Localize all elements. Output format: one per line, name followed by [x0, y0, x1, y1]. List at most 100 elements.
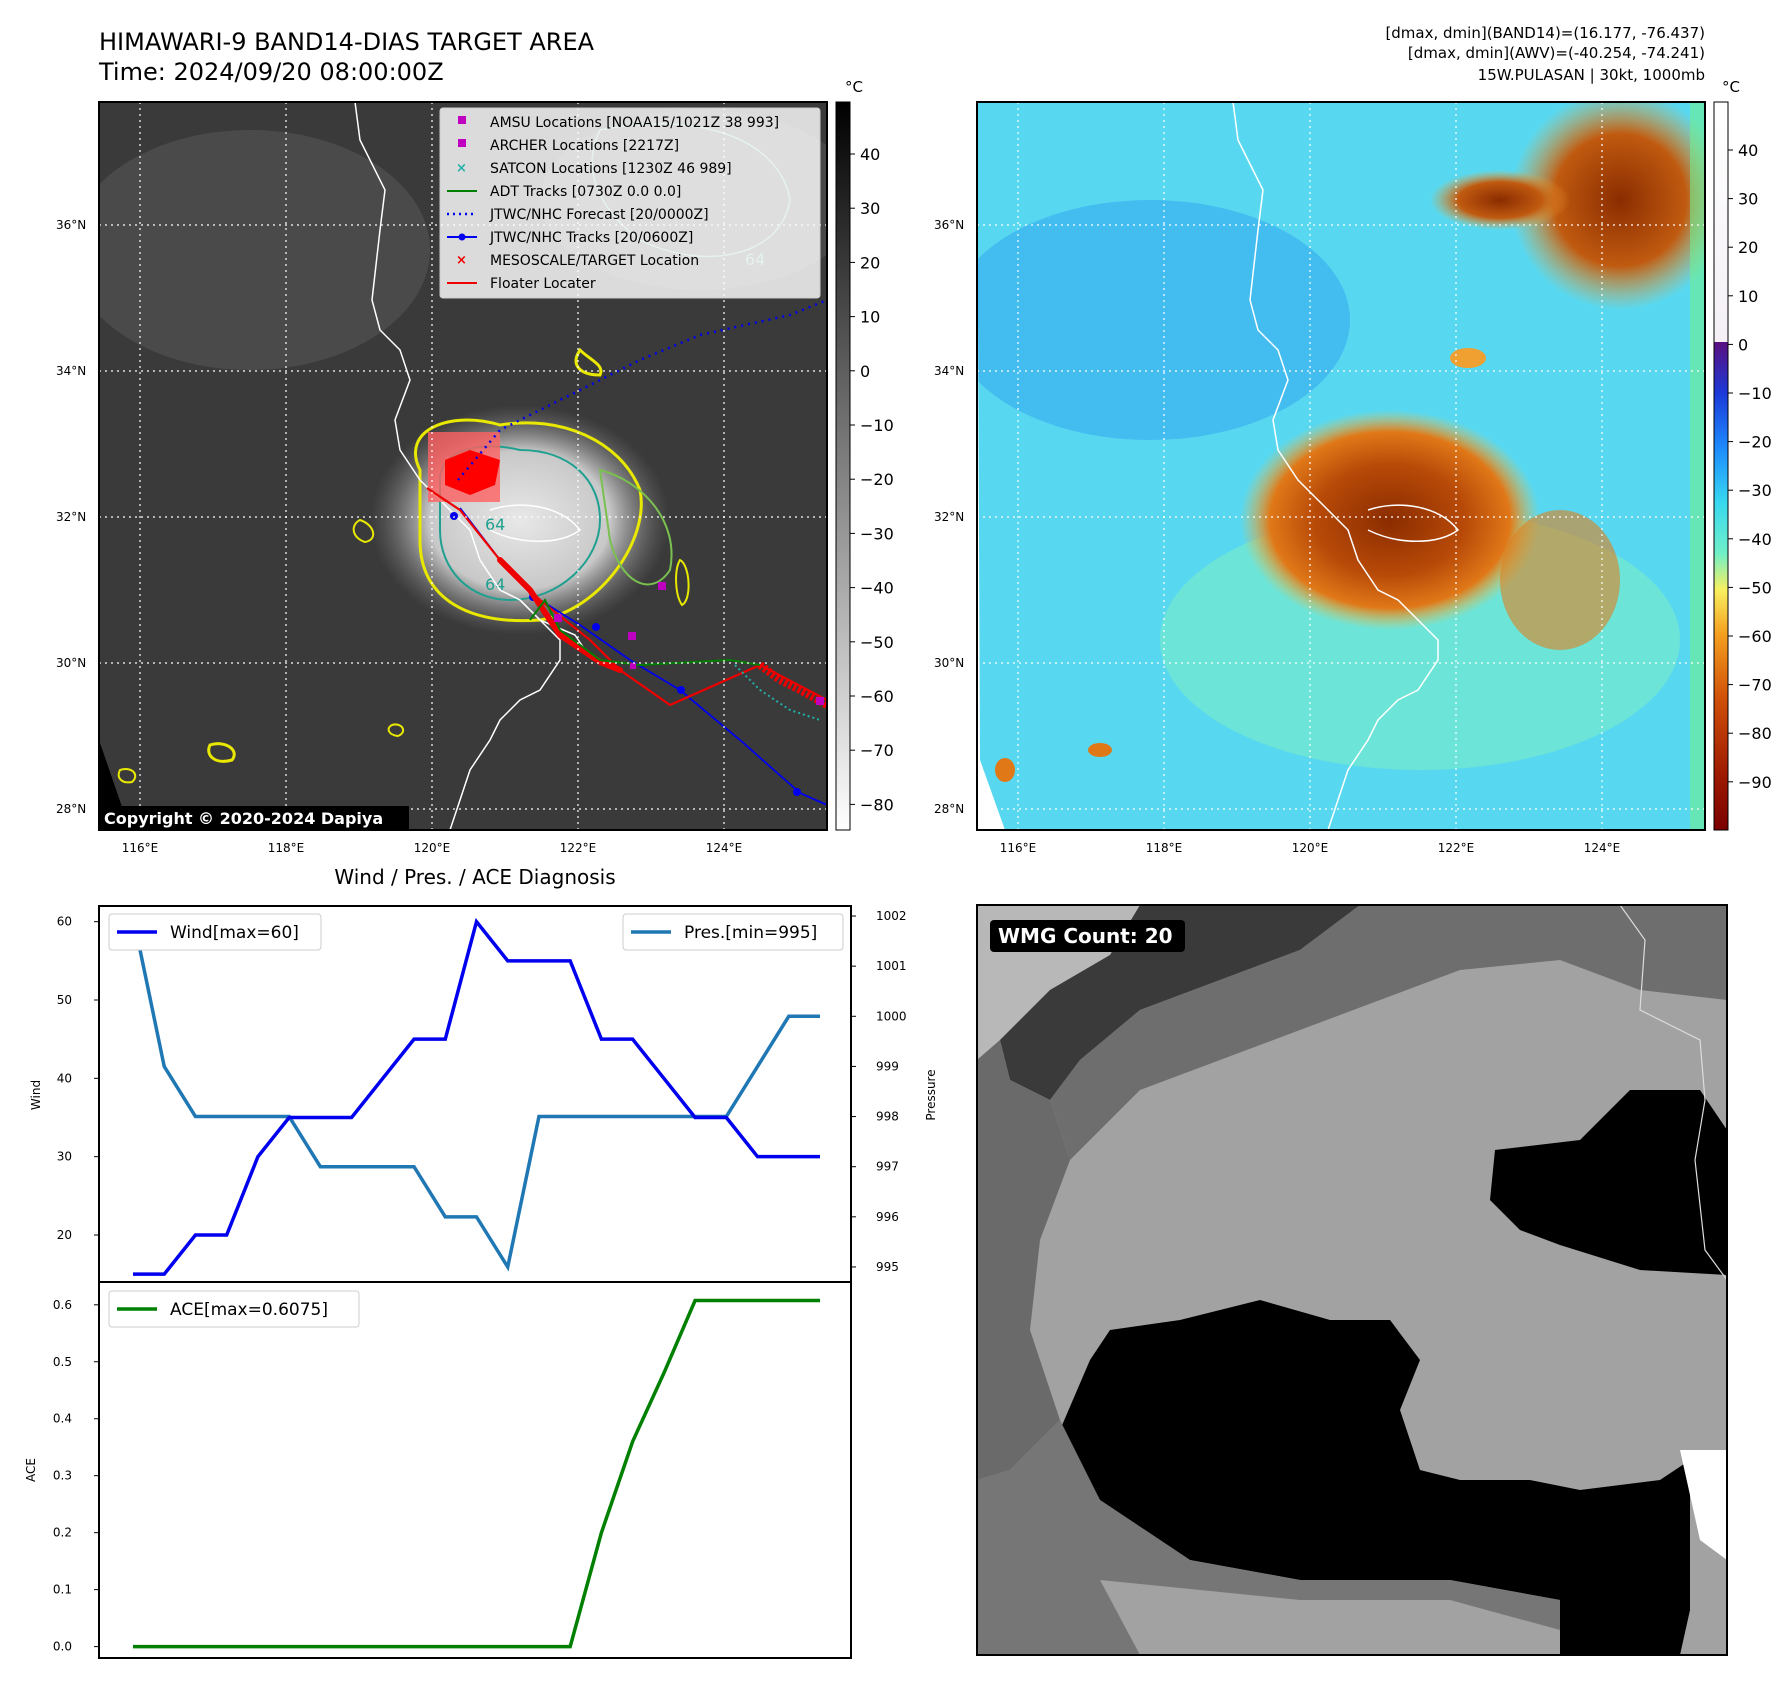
awv-east-edge — [1690, 102, 1705, 830]
pressure-tick-label: 1000 — [876, 1009, 907, 1023]
awv-colorbar-tick-label: 20 — [1738, 238, 1758, 257]
wmg-upper-band — [1050, 905, 1727, 1160]
awv-lon-label: 124°E — [1584, 841, 1621, 855]
jtwc-track-point — [793, 788, 801, 796]
band14-colorbar-tick-label: −70 — [860, 741, 894, 760]
wind-series-line — [133, 917, 820, 1276]
awv-lon-label: 122°E — [1438, 841, 1475, 855]
pressure-y-ticks: 995 996 997 998 999 1000 1001 1002 — [851, 909, 907, 1274]
wind-tick-label: 30 — [57, 1150, 72, 1164]
wmg-dark-band — [1000, 905, 1360, 1100]
awv-colorbar-tick-label: 40 — [1738, 141, 1758, 160]
wmg-panel: WMG Count: 20 — [976, 904, 1728, 1656]
copyright-box — [99, 806, 409, 830]
ir-lon-label: 120°E — [414, 841, 451, 855]
ir-contour-small-3 — [352, 518, 375, 544]
awv-storm-core — [1240, 410, 1540, 630]
diagnosis-title: Wind / Pres. / ACE Diagnosis — [334, 865, 615, 889]
diagnosis-panel: Wind / Pres. / ACE Diagnosis Wind Pressu… — [24, 865, 938, 1659]
amsu-marker — [554, 614, 562, 622]
wind-tick-label: 60 — [57, 915, 72, 929]
legend-label-target: MESOSCALE/TARGET Location — [490, 253, 699, 269]
ir-lat-label: 36°N — [56, 218, 86, 232]
pressure-legend: Pres.[min=995] — [622, 913, 844, 951]
ir-contour-small-6 — [675, 558, 690, 607]
awv-rainband — [1500, 510, 1620, 650]
legend-label-amsu: AMSU Locations [NOAA15/1021Z 38 993] — [490, 115, 779, 131]
ace-tick-label: 0.5 — [53, 1355, 72, 1369]
ir-lon-label: 118°E — [268, 841, 305, 855]
awv-map-frame — [976, 101, 1706, 831]
ace-y-ticks: 0.0 0.1 0.2 0.3 0.4 0.5 0.6 — [53, 1298, 99, 1654]
ir-lon-label: 124°E — [706, 841, 743, 855]
legend-box — [439, 107, 821, 299]
pressure-legend-label: Pres.[min=995] — [684, 923, 817, 943]
ir-contour-small-2 — [207, 742, 236, 763]
awv-colorbar-unit: °C — [1722, 78, 1740, 96]
ace-axes — [98, 1281, 852, 1659]
legend-label-forecast: JTWC/NHC Forecast [20/0000Z] — [489, 207, 709, 223]
awv-colorbar-tick-label: −20 — [1738, 433, 1772, 452]
band14-colorbar-tick-label: −50 — [860, 633, 894, 652]
map-legend: AMSU Locations [NOAA15/1021Z 38 993] ARC… — [439, 107, 821, 299]
pressure-tick-label: 998 — [876, 1110, 899, 1124]
awv-colorbar-bar — [1713, 101, 1729, 831]
awv-lat-label: 36°N — [934, 218, 964, 232]
ir-contour-yellow — [413, 418, 643, 623]
ir-contour-small-5 — [387, 723, 405, 738]
jtwc-track-point — [450, 512, 458, 520]
wmg-count-label: WMG Count: 20 — [998, 924, 1173, 948]
ace-tick-label: 0.3 — [53, 1469, 72, 1483]
wind-pres-axes — [98, 905, 852, 1283]
jtwc-legend-dot — [458, 233, 466, 241]
wmg-coastline — [1619, 905, 1727, 1281]
awv-lat-label: 28°N — [934, 802, 964, 816]
band14-colorbar-tick-label: −30 — [860, 524, 894, 543]
ir-lake-outline — [489, 504, 582, 542]
wind-legend-box — [108, 913, 322, 951]
satcon-legend-icon: × — [456, 161, 467, 176]
floater-locater-path — [426, 487, 827, 707]
awv-lat-label: 32°N — [934, 510, 964, 524]
ir-cloud-band — [99, 130, 430, 370]
band14-colorbar-tick-label: 30 — [860, 199, 880, 218]
ir-contour-small-4 — [117, 768, 137, 784]
jtwc-track-point — [677, 686, 685, 694]
pressure-axis-label: Pressure — [924, 1069, 938, 1120]
awv-dry-band — [977, 200, 1350, 440]
ir-lon-label: 122°E — [560, 841, 597, 855]
pressure-tick-label: 999 — [876, 1059, 899, 1073]
archer-marker — [630, 663, 636, 669]
band14-colorbar-tick-label: 0 — [860, 362, 870, 381]
awv-ne-tail — [1430, 170, 1570, 230]
ir-lat-label: 34°N — [56, 364, 86, 378]
wind-tick-label: 50 — [57, 993, 72, 1007]
ir-map-panel: 64 64 64 — [98, 101, 828, 831]
awv-lake-outline — [1367, 504, 1460, 542]
pressure-tick-label: 997 — [876, 1160, 899, 1174]
map-axis-labels: 36°N 34°N 32°N 30°N 28°N 116°E 118°E 120… — [56, 218, 1620, 855]
awv-ne-system — [1510, 102, 1705, 310]
ace-tick-label: 0.0 — [53, 1640, 72, 1654]
ace-series-line — [133, 1298, 820, 1649]
amsu-legend-icon — [458, 116, 466, 124]
stats-awv: [dmax, dmin](AWV)=(-40.254, -74.241) — [1408, 44, 1705, 62]
legend-label-floater: Floater Locater — [490, 276, 596, 292]
ir-map-frame — [98, 101, 828, 831]
awv-colorbar-tick-label: −70 — [1738, 676, 1772, 695]
target-legend-icon: × — [456, 253, 467, 268]
ace-legend-box — [108, 1290, 360, 1328]
ir-lat-label: 32°N — [56, 510, 86, 524]
awv-spot — [995, 758, 1015, 782]
band14-colorbar-tick-label: −40 — [860, 579, 894, 598]
wmg-count-box — [990, 920, 1185, 952]
band14-colorbar-ticks: 40 30 20 10 0 −10 −20 −30 −40 −50 −60 −70 −80 — [850, 145, 894, 814]
legend-label-satcon: SATCON Locations [1230Z 46 989] — [490, 161, 732, 177]
band14-colorbar-tick-label: 10 — [860, 308, 880, 327]
ace-legend: ACE[max=0.6075] — [108, 1290, 360, 1328]
ace-tick-label: 0.4 — [53, 1412, 72, 1426]
wmg-frame — [976, 904, 1728, 1656]
wmg-lower-gray — [1100, 1580, 1560, 1655]
awv-colorbar-tick-label: 10 — [1738, 287, 1758, 306]
